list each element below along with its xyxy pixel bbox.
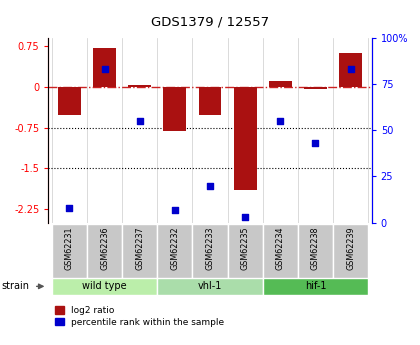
Legend: log2 ratio, percentile rank within the sample: log2 ratio, percentile rank within the s… bbox=[55, 306, 224, 327]
Text: GSM62236: GSM62236 bbox=[100, 226, 109, 270]
Bar bbox=[93, 48, 116, 87]
Point bbox=[101, 67, 108, 72]
Bar bbox=[128, 85, 151, 87]
Text: GSM62231: GSM62231 bbox=[65, 226, 74, 270]
Text: GDS1379 / 12557: GDS1379 / 12557 bbox=[151, 16, 269, 29]
Text: vhl-1: vhl-1 bbox=[198, 282, 222, 291]
Point bbox=[171, 207, 178, 213]
Bar bbox=[157, 224, 192, 278]
Point bbox=[136, 118, 143, 124]
Text: GSM62232: GSM62232 bbox=[171, 226, 179, 270]
Point bbox=[312, 140, 319, 146]
Bar bbox=[263, 224, 298, 278]
Bar bbox=[122, 224, 157, 278]
Bar bbox=[234, 87, 257, 190]
Bar bbox=[304, 87, 327, 89]
Point bbox=[347, 67, 354, 72]
Bar bbox=[163, 87, 186, 131]
Text: wild type: wild type bbox=[82, 282, 127, 291]
Point bbox=[207, 183, 213, 188]
Bar bbox=[269, 81, 292, 87]
Bar bbox=[199, 87, 221, 115]
Text: GSM62235: GSM62235 bbox=[241, 226, 249, 270]
Text: GSM62237: GSM62237 bbox=[135, 226, 144, 270]
Bar bbox=[52, 278, 157, 295]
Point bbox=[277, 118, 284, 124]
Bar bbox=[333, 224, 368, 278]
Text: hif-1: hif-1 bbox=[304, 282, 326, 291]
Text: GSM62233: GSM62233 bbox=[205, 226, 215, 270]
Point bbox=[242, 214, 249, 220]
Text: GSM62234: GSM62234 bbox=[276, 226, 285, 270]
Bar bbox=[58, 87, 81, 115]
Text: GSM62239: GSM62239 bbox=[346, 226, 355, 270]
Bar bbox=[157, 278, 263, 295]
Text: strain: strain bbox=[1, 282, 29, 291]
Bar bbox=[52, 224, 87, 278]
Bar bbox=[192, 224, 228, 278]
Point bbox=[66, 205, 73, 210]
Bar bbox=[263, 278, 368, 295]
Text: GSM62238: GSM62238 bbox=[311, 226, 320, 270]
Bar bbox=[87, 224, 122, 278]
Bar bbox=[298, 224, 333, 278]
Bar bbox=[339, 53, 362, 87]
Bar bbox=[228, 224, 263, 278]
